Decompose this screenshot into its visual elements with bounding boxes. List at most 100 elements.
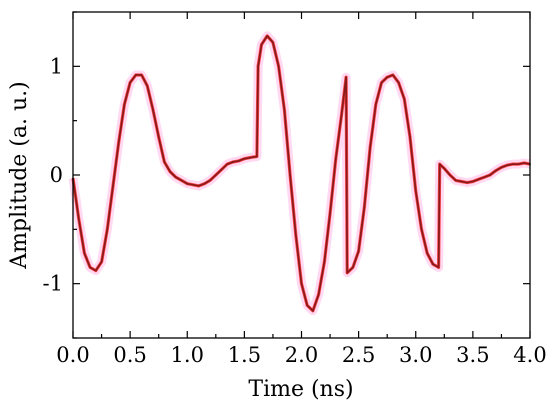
signal-point — [477, 178, 480, 181]
signal-point — [500, 166, 503, 169]
signal-point — [483, 176, 486, 179]
signal-point — [443, 167, 446, 170]
x-tick-label: 3.0 — [399, 343, 432, 367]
signal-point — [266, 35, 269, 37]
signal-point — [163, 161, 166, 163]
signal-point — [454, 179, 457, 182]
signal-point — [232, 161, 234, 163]
signal-point — [414, 190, 417, 193]
signal-point — [374, 103, 377, 106]
y-axis-label: Amplitude (a. u.) — [7, 81, 32, 269]
x-tick-label: 0.5 — [113, 343, 146, 367]
signal-point — [329, 212, 331, 214]
signal-point — [494, 169, 497, 172]
signal-point — [300, 282, 303, 285]
signal-point — [386, 76, 389, 79]
signal-point — [438, 163, 441, 166]
x-tick-label: 2.0 — [285, 343, 318, 367]
signal-point — [334, 157, 337, 160]
signal-point — [94, 269, 97, 272]
signal-point — [180, 179, 183, 182]
signal-point — [257, 65, 259, 68]
signal-point — [249, 156, 251, 159]
signal-point — [129, 81, 132, 84]
signal-point — [243, 157, 246, 160]
y-axis-ticks: -1 0 1 — [43, 11, 530, 339]
signal-point — [100, 261, 103, 263]
signal-line — [72, 35, 531, 312]
signal-point — [380, 81, 383, 84]
signal-point — [220, 168, 223, 171]
signal-point — [345, 76, 347, 79]
signal-point — [146, 84, 149, 87]
signal-point — [369, 146, 371, 149]
signal-point — [197, 184, 200, 187]
signal-point — [237, 159, 240, 162]
signal-point — [174, 176, 177, 179]
signal-point — [123, 103, 126, 106]
signal-point — [283, 108, 286, 111]
signal-point — [112, 184, 114, 187]
signal-point — [289, 174, 291, 176]
y-tick-label: 1 — [50, 54, 63, 78]
signal-point — [506, 164, 509, 167]
signal-point — [449, 174, 451, 176]
signal-point — [471, 180, 474, 183]
signal-point — [186, 182, 189, 185]
signal-point — [209, 179, 212, 182]
signal-point — [152, 108, 154, 111]
signal-point — [511, 163, 514, 166]
signal-point — [460, 180, 463, 183]
signal-point — [323, 261, 326, 263]
signal-point — [403, 98, 406, 100]
x-tick-label: 0.0 — [56, 343, 89, 367]
x-axis-ticks: 0.0 0.5 1.0 1.5 2.0 2.5 3.0 3.5 4.0 — [56, 12, 547, 367]
signal-point — [340, 114, 343, 117]
x-tick-label: 4.0 — [513, 343, 546, 367]
signal-point — [277, 65, 280, 68]
signal-point — [420, 228, 423, 231]
signal-point — [312, 309, 314, 312]
y-tick-label: 0 — [50, 163, 63, 187]
signal-point — [106, 228, 109, 231]
signal-point — [409, 136, 411, 138]
signal-point — [226, 163, 229, 166]
signal-point — [89, 266, 92, 269]
signal-point — [117, 141, 120, 144]
x-tick-label: 3.5 — [456, 343, 489, 367]
signal-point — [426, 252, 429, 255]
y-tick-label: -1 — [43, 272, 63, 296]
signal-point — [83, 252, 86, 255]
signal-point — [352, 266, 354, 269]
signal-point — [392, 74, 394, 76]
signal-point — [192, 183, 194, 186]
signal-line-layer — [71, 34, 531, 313]
signal-point — [489, 174, 491, 176]
signal-point — [157, 136, 160, 138]
signal-point — [346, 271, 349, 274]
signal-point — [214, 174, 217, 176]
x-axis-label: Time (ns) — [248, 377, 353, 402]
signal-point — [317, 293, 320, 296]
signal-point — [134, 74, 137, 76]
signal-point — [363, 206, 366, 209]
signal-point — [437, 266, 440, 269]
signal-point — [260, 43, 263, 46]
signal-point — [466, 181, 469, 184]
signal-point — [140, 74, 143, 76]
signal-point — [294, 233, 297, 236]
signal-point — [357, 250, 360, 252]
signal-point — [431, 263, 434, 266]
signal-point — [256, 155, 258, 158]
signal-point — [169, 170, 172, 173]
x-tick-label: 1.5 — [228, 343, 261, 367]
signal-point — [77, 217, 80, 220]
x-tick-label: 2.5 — [342, 343, 375, 367]
signal-point — [523, 162, 526, 164]
x-tick-label: 1.0 — [171, 343, 204, 367]
signal-point — [203, 182, 206, 185]
signal-point — [517, 163, 520, 166]
signal-point — [306, 304, 309, 307]
